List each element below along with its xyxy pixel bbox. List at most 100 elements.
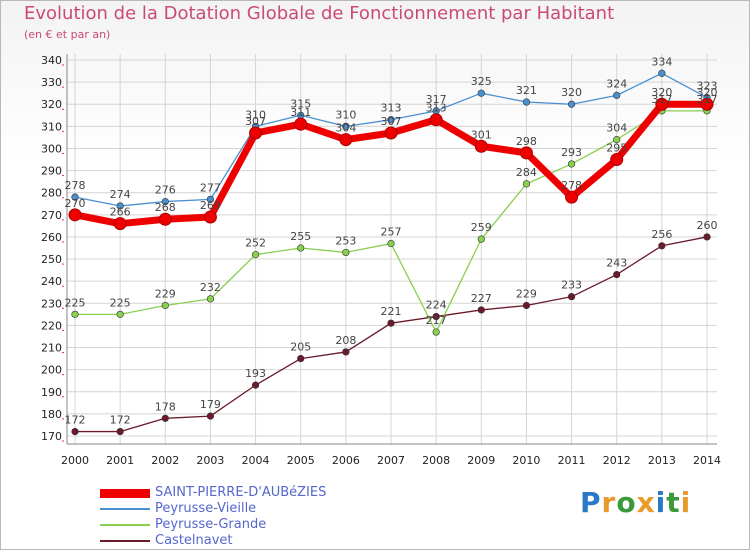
y-tick-label: 280: [41, 187, 62, 200]
data-label-3: 233: [561, 279, 582, 292]
series-point-1: [658, 69, 666, 77]
logo-letter: r: [601, 486, 617, 519]
y-tick-label: 190: [41, 386, 62, 399]
series-point-1: [522, 98, 531, 106]
series-point-2: [116, 310, 124, 318]
data-label-1: 324: [606, 77, 627, 90]
series-point-0: [294, 117, 308, 131]
y-tick-label: 240: [41, 275, 62, 288]
series-point-3: [251, 381, 260, 389]
series-point-3: [206, 412, 215, 420]
y-tick-label: 310: [41, 120, 62, 133]
series-point-2: [161, 301, 169, 310]
data-label-2: 257: [381, 226, 402, 239]
series-point-2: [522, 180, 531, 188]
series-point-3: [477, 306, 485, 314]
data-label-1: 276: [155, 184, 176, 197]
data-label-3: 227: [471, 292, 492, 305]
data-label-2: 317: [651, 93, 672, 106]
series-point-1: [342, 122, 350, 130]
series-point-2: [71, 310, 79, 318]
logo-letter: i: [655, 486, 667, 519]
x-tick-label: 2014: [693, 454, 721, 467]
logo-letter: i: [680, 486, 692, 519]
series-point-0: [700, 97, 714, 111]
data-label-1: 323: [697, 80, 718, 93]
data-label-0: 269: [200, 199, 221, 212]
x-tick-label: 2004: [242, 454, 270, 467]
chart-title: Evolution de la Dotation Globale de Fonc…: [24, 3, 615, 24]
grid: [67, 54, 717, 444]
data-label-0: 295: [606, 142, 627, 155]
y-tick-label: 290: [41, 165, 62, 178]
x-tick-label: 2012: [603, 454, 631, 467]
data-label-1: 317: [426, 93, 447, 106]
x-tick-label: 2010: [512, 454, 540, 467]
data-label-3: 205: [290, 341, 311, 354]
data-label-1: 310: [245, 108, 266, 121]
data-label-2: 304: [606, 122, 627, 135]
series-point-2: [251, 251, 260, 259]
series-point-0: [655, 97, 669, 111]
axes: 1701801902002102202302402502602702802903…: [41, 54, 721, 467]
data-label-0: 320: [697, 86, 718, 99]
data-label-3: 260: [697, 219, 718, 232]
x-tick-label: 2011: [558, 454, 586, 467]
data-label-1: 321: [516, 84, 537, 97]
data-label-3: 172: [65, 414, 86, 427]
logo-letter: t: [666, 486, 681, 519]
data-label-3: 221: [381, 305, 402, 318]
data-label-1: 277: [200, 181, 221, 194]
series-point-2: [477, 235, 485, 243]
data-label-3: 193: [245, 367, 266, 380]
data-label-3: 178: [155, 400, 176, 413]
series-point-2: [342, 248, 350, 257]
x-tick-label: 2001: [106, 454, 134, 467]
data-label-2: 217: [426, 314, 447, 327]
proxiti-logo: Proxiti: [580, 486, 691, 519]
series-point-2: [206, 295, 215, 303]
y-tick-label: 260: [41, 231, 62, 244]
data-label-2: 225: [65, 296, 86, 309]
series-point-3: [342, 348, 350, 356]
series-point-3: [297, 354, 305, 363]
legend-swatch: [100, 524, 150, 526]
series-point-3: [432, 312, 440, 321]
x-tick-label: 2000: [61, 454, 89, 467]
data-label-3: 229: [516, 288, 537, 301]
y-tick-label: 220: [41, 319, 62, 332]
data-label-2: 317: [697, 93, 718, 106]
x-tick-label: 2005: [287, 454, 315, 467]
y-tick-label: 320: [41, 98, 62, 111]
data-label-1: 334: [651, 55, 672, 68]
series-point-3: [567, 293, 576, 301]
data-label-1: 278: [65, 179, 86, 192]
y-tick-label: 340: [41, 54, 62, 67]
data-label-3: 256: [651, 228, 672, 241]
series-point-2: [387, 239, 395, 248]
series-point-1: [477, 89, 485, 97]
series-point-1: [206, 195, 215, 203]
series-point-2: [432, 328, 440, 336]
legend-swatch: [100, 488, 150, 498]
logo-letter: x: [636, 486, 656, 519]
data-label-1: 325: [471, 75, 492, 88]
y-tick-label: 210: [41, 342, 62, 355]
series-point-0: [474, 139, 488, 153]
y-tick-label: 270: [41, 209, 62, 222]
x-tick-label: 2006: [332, 454, 360, 467]
data-label-0: 307: [245, 115, 266, 128]
data-label-3: 224: [426, 299, 447, 312]
data-label-0: 311: [290, 106, 311, 119]
x-tick-label: 2007: [377, 454, 405, 467]
data-label-2: 229: [155, 288, 176, 301]
series-point-0: [203, 210, 217, 224]
series-point-2: [613, 136, 621, 144]
logo-letter: P: [580, 486, 602, 519]
data-label-1: 320: [561, 86, 582, 99]
series-point-0: [339, 133, 353, 147]
data-label-2: 255: [290, 230, 311, 243]
x-tick-label: 2013: [648, 454, 676, 467]
data-label-1: 315: [290, 97, 311, 110]
